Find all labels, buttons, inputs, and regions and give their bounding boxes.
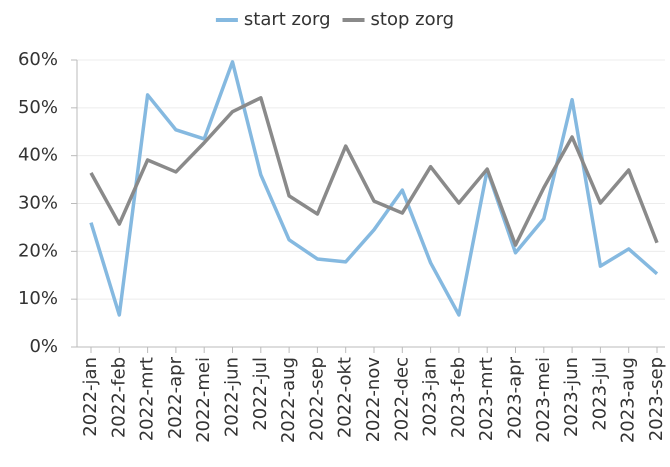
x-tick-label: 2022-sep bbox=[306, 357, 327, 441]
x-tick-label: 2023-aug bbox=[618, 357, 639, 443]
legend: start zorg stop zorg bbox=[215, 9, 455, 30]
legend-label: stop zorg bbox=[371, 9, 455, 30]
x-tick-label: 2023-feb bbox=[448, 357, 469, 438]
x-tick-label: 2023-sep bbox=[646, 357, 667, 441]
series-line bbox=[89, 96, 659, 247]
y-tick-label: 10% bbox=[18, 288, 58, 309]
y-tick-label: 0% bbox=[29, 336, 58, 357]
x-tick-label: 2022-dec bbox=[391, 357, 412, 442]
x-tick-label: 2023-mei bbox=[533, 357, 554, 443]
x-tick-label: 2022-jan bbox=[80, 357, 101, 437]
x-tick-label: 2023-apr bbox=[505, 356, 526, 439]
y-tick-label: 20% bbox=[18, 240, 58, 261]
x-tick-label: 2022-jul bbox=[250, 357, 271, 431]
x-tick-label: 2023-mrt bbox=[476, 357, 497, 441]
y-tick-label: 50% bbox=[18, 97, 58, 118]
x-tick-label: 2022-aug bbox=[278, 357, 299, 443]
x-tick-label: 2022-apr bbox=[165, 356, 186, 439]
y-tick-label: 40% bbox=[18, 145, 58, 166]
y-tick-label: 60% bbox=[18, 49, 58, 70]
x-tick-label: 2023-jan bbox=[420, 357, 441, 437]
x-tick-label: 2023-jun bbox=[561, 357, 582, 437]
x-tick-label: 2022-okt bbox=[335, 357, 356, 438]
x-tick-label: 2022-mrt bbox=[137, 357, 158, 441]
x-tick-label: 2022-nov bbox=[363, 357, 384, 443]
legend-label: start zorg bbox=[244, 9, 331, 30]
series-line bbox=[89, 60, 659, 317]
x-tick-label: 2022-feb bbox=[108, 357, 129, 438]
x-tick-label: 2022-mei bbox=[193, 357, 214, 443]
y-tick-label: 30% bbox=[18, 193, 58, 214]
x-tick-label: 2022-jun bbox=[222, 357, 243, 437]
x-tick-label: 2023-jul bbox=[589, 357, 610, 431]
